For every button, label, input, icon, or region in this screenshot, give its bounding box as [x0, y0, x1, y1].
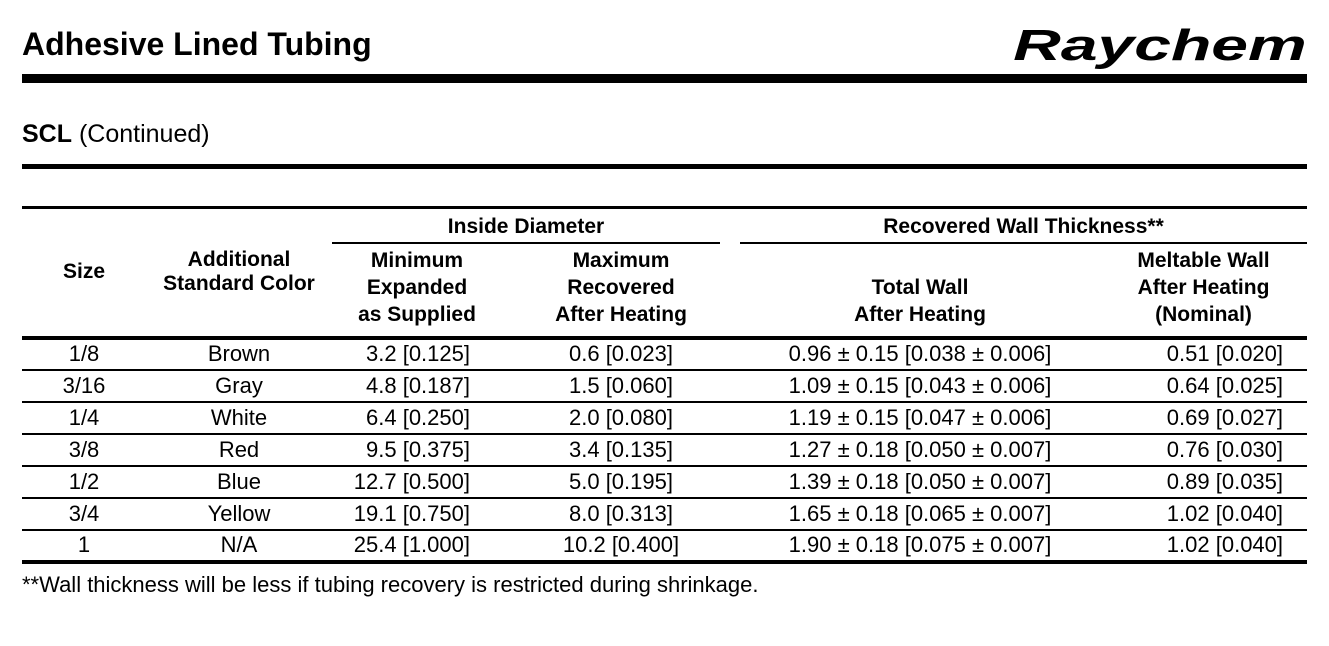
cell-total-wall: 1.27 ± 0.18 [0.050 ± 0.007] [740, 432, 1100, 466]
cell-size: 3/4 [22, 496, 146, 530]
cell-color: Yellow [146, 496, 332, 530]
col-header-min-expanded: Minimum Expanded as Supplied [332, 244, 502, 340]
cell-min-expanded: 3.2 [0.125] [366, 341, 470, 367]
page-title: Adhesive Lined Tubing [22, 26, 372, 62]
table-sub-header-row: Minimum Expanded as Supplied Maximum Rec… [22, 244, 1308, 340]
cell-meltable-wall: 0.64 [0.025] [1100, 368, 1308, 402]
cell-max-recovered: 2.0 [0.080] [502, 400, 740, 434]
cell-color: Blue [146, 464, 332, 498]
cell-meltable-wall: 0.89 [0.035] [1100, 464, 1308, 498]
cell-total-wall: 1.19 ± 0.15 [0.047 ± 0.006] [740, 400, 1100, 434]
cell-color: White [146, 400, 332, 434]
section-continued-label: (Continued) [78, 120, 210, 148]
cell-size: 1 [22, 528, 146, 562]
table-header: Size Additional Standard Color Inside Di… [22, 207, 1308, 340]
table-row: 1/2 Blue 12.7 [0.500] 5.0 [0.195] 1.39 ±… [22, 464, 1308, 498]
col-header-meltable-wall: Meltable Wall After Heating (Nominal) [1100, 244, 1308, 340]
col-header-color: Additional Standard Color [146, 207, 332, 340]
table-row: 3/8 Red 9.5 [0.375] 3.4 [0.135] 1.27 ± 0… [22, 432, 1308, 466]
raychem-logo: Raychem [1013, 21, 1307, 70]
cell-size: 1/8 [68, 341, 100, 367]
table-group-header-row: Size Additional Standard Color Inside Di… [22, 207, 1308, 340]
table-row: 3/16 Gray 4.8 [0.187] 1.5 [0.060] 1.09 ±… [22, 368, 1308, 402]
cell-color: Gray [146, 368, 332, 402]
cell-color: N/A [146, 528, 332, 562]
table-row: 1 N/A 25.4 [1.000] 10.2 [0.400] 1.90 ± 0… [22, 528, 1308, 562]
section-heading: SCL (Continued) [22, 120, 1307, 151]
cell-meltable-wall: 1.02 [0.040] [1100, 496, 1308, 530]
cell-total-wall: 1.65 ± 0.18 [0.065 ± 0.007] [740, 496, 1100, 530]
cell-max-recovered: 0.6 [0.023] [569, 341, 673, 367]
col-header-size: Size [22, 207, 146, 340]
cell-max-recovered: 1.5 [0.060] [502, 368, 740, 402]
table-body: 1/8 Brown 3.2 [0.125] 0.6 [0.023] 0.96 ±… [22, 338, 1308, 562]
cell-size: 1/2 [22, 464, 146, 498]
cell-min-expanded: 25.4 [1.000] [332, 528, 502, 562]
document-page: Adhesive Lined Tubing Raychem SCL (Conti… [22, 0, 1308, 597]
cell-min-expanded: 12.7 [0.500] [332, 464, 502, 498]
table-row: 1/8 Brown 3.2 [0.125] 0.6 [0.023] 0.96 ±… [22, 338, 1307, 370]
cell-min-expanded: 4.8 [0.187] [332, 368, 502, 402]
spec-table: Size Additional Standard Color Inside Di… [22, 206, 1308, 564]
cell-max-recovered: 10.2 [0.400] [502, 528, 740, 562]
cell-max-recovered: 5.0 [0.195] [502, 464, 740, 498]
cell-min-expanded: 19.1 [0.750] [332, 496, 502, 530]
cell-total-wall: 1.09 ± 0.15 [0.043 ± 0.006] [740, 368, 1100, 402]
cell-color: Red [146, 432, 332, 466]
cell-size: 3/8 [22, 432, 146, 466]
cell-color: Brown [207, 341, 271, 367]
cell-meltable-wall: 0.76 [0.030] [1100, 432, 1308, 466]
cell-meltable-wall: 0.69 [0.027] [1100, 400, 1308, 434]
divider-thick [22, 74, 1307, 83]
cell-total-wall: 0.96 ± 0.15 [0.038 ± 0.006] [788, 341, 1052, 367]
group-header-recovered-wall: Recovered Wall Thickness** [740, 208, 1308, 244]
cell-total-wall: 1.39 ± 0.18 [0.050 ± 0.007] [740, 464, 1100, 498]
cell-max-recovered: 8.0 [0.313] [502, 496, 740, 530]
cell-size: 1/4 [22, 400, 146, 434]
cell-meltable-wall: 1.02 [0.040] [1100, 528, 1308, 562]
cell-max-recovered: 3.4 [0.135] [502, 432, 740, 466]
cell-min-expanded: 9.5 [0.375] [332, 432, 502, 466]
cell-total-wall: 1.90 ± 0.18 [0.075 ± 0.007] [740, 528, 1100, 562]
divider-medium [22, 164, 1307, 169]
table-row: 1/4 White 6.4 [0.250] 2.0 [0.080] 1.19 ±… [22, 400, 1308, 434]
col-header-total-wall: Total Wall After Heating [740, 244, 1100, 340]
group-header-inside-diameter: Inside Diameter [332, 208, 740, 244]
cell-meltable-wall: 0.51 [0.020] [1166, 341, 1284, 367]
table-row: 3/4 Yellow 19.1 [0.750] 8.0 [0.313] 1.65… [22, 496, 1308, 530]
cell-size: 3/16 [22, 368, 146, 402]
footnote: **Wall thickness will be less if tubing … [22, 571, 759, 597]
col-header-max-recovered: Maximum Recovered After Heating [502, 244, 740, 340]
section-name: SCL [22, 120, 72, 148]
page-header: Adhesive Lined Tubing Raychem [22, 0, 1307, 74]
cell-min-expanded: 6.4 [0.250] [332, 400, 502, 434]
